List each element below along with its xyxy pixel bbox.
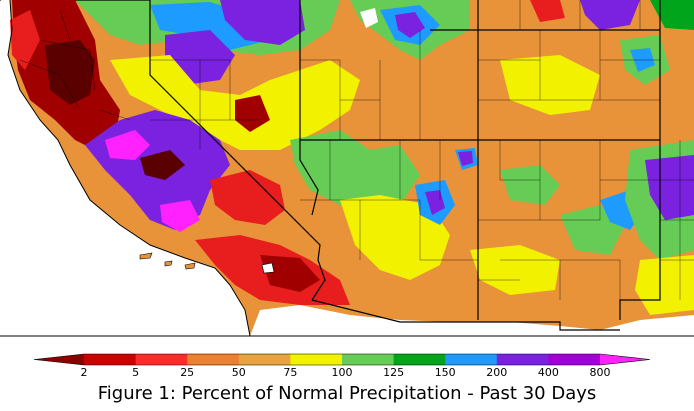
legend-swatch-2 xyxy=(135,354,188,365)
region-coast-driest xyxy=(45,40,95,105)
legend-outline xyxy=(33,353,651,366)
coastline xyxy=(7,0,251,337)
legend-tick-label: 100 xyxy=(332,366,353,379)
region-nm-yellow xyxy=(470,245,560,295)
state-boundaries xyxy=(0,0,661,331)
legend-swatch-3 xyxy=(187,354,240,365)
legend-swatch-6 xyxy=(342,354,395,365)
legend-swatch-10 xyxy=(548,354,601,365)
region-socal-magenta-2 xyxy=(160,200,200,232)
figure-caption: Figure 1: Percent of Normal Precipitatio… xyxy=(97,383,597,404)
legend-tick-label: 125 xyxy=(383,366,404,379)
region-mojave-red xyxy=(210,170,285,225)
legend-swatch-8 xyxy=(445,354,498,365)
region-north-purple-2 xyxy=(220,0,305,45)
region-socal-magenta-1 xyxy=(105,130,150,160)
legend-tick-label: 5 xyxy=(132,366,139,379)
county-boundaries xyxy=(19,0,694,300)
legend-tick-label: 50 xyxy=(232,366,246,379)
region-utah-purple xyxy=(395,12,425,38)
region-coast-red xyxy=(10,10,40,70)
region-az-green xyxy=(290,130,420,215)
region-az-purple-2 xyxy=(458,151,473,166)
great-salt-lake xyxy=(360,8,378,28)
legend-swatch-0 xyxy=(34,354,84,365)
region-north-red xyxy=(530,0,565,22)
region-az-south-darkred xyxy=(260,255,320,292)
legend-tick-label: 200 xyxy=(486,366,507,379)
legend-tick-label: 150 xyxy=(435,366,456,379)
legend-tick-label: 400 xyxy=(538,366,559,379)
region-north-green-east xyxy=(650,0,694,30)
region-tx-purple xyxy=(645,155,694,220)
color-legend: 2 5 25 50 75 100 125 150 200 400 800 xyxy=(33,353,651,379)
legend-swatch-7 xyxy=(393,354,446,365)
legend-swatch-5 xyxy=(290,354,343,365)
legend-tick-label: 25 xyxy=(180,366,194,379)
legend-tick-label: 2 xyxy=(81,366,88,379)
region-nm-green-1 xyxy=(500,165,560,205)
legend-swatch-9 xyxy=(496,354,549,365)
region-north-purple-3 xyxy=(580,0,640,30)
region-socal-darkred xyxy=(140,150,185,180)
legend-swatch-4 xyxy=(238,354,291,365)
legend-tick-label: 800 xyxy=(590,366,611,379)
legend-tick-labels: 2 5 25 50 75 100 125 150 200 400 800 xyxy=(81,366,611,379)
legend-tick-label: 75 xyxy=(283,366,297,379)
channel-islands xyxy=(139,252,275,274)
legend-swatch-1 xyxy=(84,354,137,365)
region-nv-darkred xyxy=(235,95,270,132)
precipitation-map xyxy=(0,0,694,338)
legend-bar xyxy=(33,353,651,366)
legend-swatch-11 xyxy=(600,354,650,365)
pacific-ocean xyxy=(0,0,250,336)
